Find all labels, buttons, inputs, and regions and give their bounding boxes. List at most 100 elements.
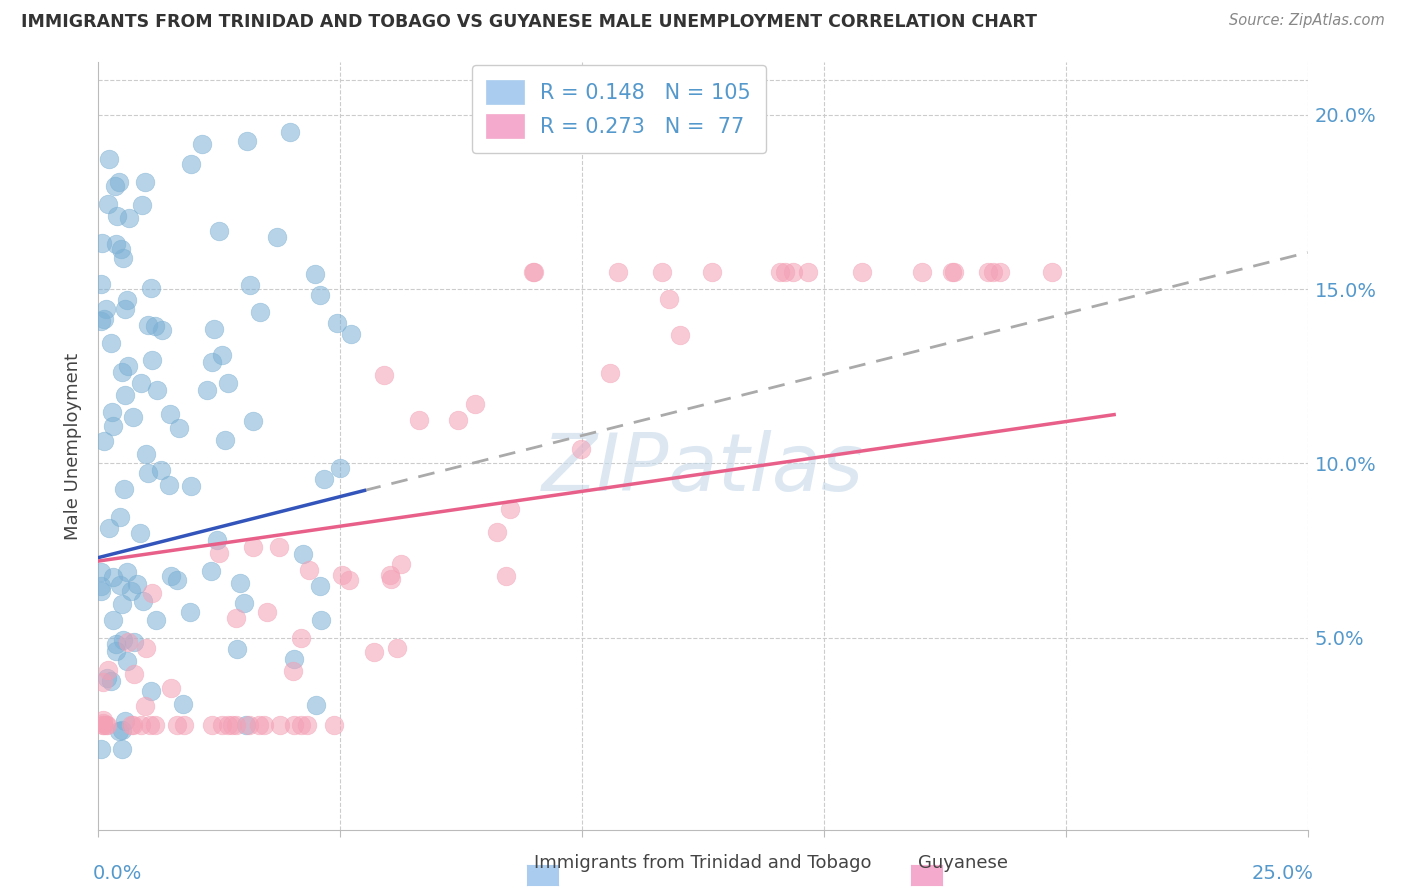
Point — [96, 671, 118, 685]
Point — [128, 525, 150, 540]
Point — [104, 179, 127, 194]
Point — [108, 510, 131, 524]
Point — [942, 265, 965, 279]
Point — [105, 637, 128, 651]
Point — [200, 564, 222, 578]
Legend: R = 0.148   N = 105, R = 0.273   N =  77: R = 0.148 N = 105, R = 0.273 N = 77 — [471, 65, 766, 153]
Point — [773, 265, 796, 279]
Point — [122, 409, 145, 424]
Point — [90, 742, 112, 756]
Point — [167, 421, 190, 435]
Point — [90, 565, 112, 579]
Point — [115, 293, 138, 307]
Point — [340, 327, 363, 342]
Point — [309, 288, 332, 302]
Point — [150, 323, 173, 337]
Point — [97, 521, 120, 535]
Point — [499, 502, 522, 516]
Point — [157, 477, 180, 491]
Point — [295, 718, 318, 732]
Point — [700, 265, 723, 279]
Point — [129, 718, 152, 732]
Point — [380, 572, 402, 586]
Point — [111, 723, 134, 737]
Point — [172, 697, 194, 711]
Point — [94, 718, 117, 732]
Point — [977, 265, 1000, 279]
Point — [211, 348, 233, 362]
Point — [290, 718, 312, 732]
Point — [797, 265, 820, 279]
Point — [131, 198, 153, 212]
Point — [143, 718, 166, 732]
Point — [101, 613, 124, 627]
Point — [242, 414, 264, 428]
Point — [523, 265, 546, 279]
Point — [141, 353, 163, 368]
Point — [373, 368, 395, 383]
Point — [249, 305, 271, 319]
Point — [201, 355, 224, 369]
Point — [658, 292, 681, 306]
Point — [141, 586, 163, 600]
Point — [208, 224, 231, 238]
Point — [111, 365, 134, 379]
Point — [464, 397, 486, 411]
Point — [304, 267, 326, 281]
Point — [100, 405, 122, 419]
Point — [233, 596, 256, 610]
Point — [408, 413, 430, 427]
Point — [239, 278, 262, 293]
Point — [127, 577, 149, 591]
Point — [112, 482, 135, 496]
Point — [100, 336, 122, 351]
Point — [105, 209, 128, 223]
Point — [97, 152, 120, 166]
Point — [97, 663, 120, 677]
Point — [330, 568, 353, 582]
Point — [283, 652, 305, 666]
Point — [91, 675, 114, 690]
Point — [235, 718, 257, 732]
Point — [96, 718, 118, 732]
Point — [309, 614, 332, 628]
Point — [132, 593, 155, 607]
Point — [94, 301, 117, 316]
Point — [160, 569, 183, 583]
Point — [91, 713, 114, 727]
Point — [146, 383, 169, 397]
Point — [266, 230, 288, 244]
Point — [225, 718, 247, 732]
Point — [312, 472, 335, 486]
Point — [981, 265, 1004, 279]
Point — [651, 265, 673, 279]
Point — [135, 447, 157, 461]
Point — [173, 718, 195, 732]
Point — [229, 575, 252, 590]
Point — [337, 573, 360, 587]
Point — [569, 442, 592, 457]
Point — [217, 718, 239, 732]
Point — [669, 327, 692, 342]
Text: IMMIGRANTS FROM TRINIDAD AND TOBAGO VS GUYANESE MALE UNEMPLOYMENT CORRELATION CH: IMMIGRANTS FROM TRINIDAD AND TOBAGO VS G… — [21, 13, 1038, 31]
Point — [298, 563, 321, 577]
Point — [129, 376, 152, 391]
Point — [389, 557, 412, 571]
Point — [91, 718, 114, 732]
Point — [139, 281, 162, 295]
Point — [988, 265, 1011, 279]
Point — [911, 265, 934, 279]
Point — [117, 634, 139, 648]
Point — [114, 388, 136, 402]
Point — [120, 583, 142, 598]
Point — [97, 197, 120, 211]
Point — [108, 724, 131, 739]
Text: Immigrants from Trinidad and Tobago: Immigrants from Trinidad and Tobago — [534, 855, 872, 872]
Point — [139, 718, 162, 732]
Point — [278, 125, 301, 139]
Point — [105, 644, 128, 658]
Point — [204, 322, 226, 336]
Point — [90, 277, 112, 292]
Point — [120, 718, 142, 732]
Point — [851, 265, 873, 279]
